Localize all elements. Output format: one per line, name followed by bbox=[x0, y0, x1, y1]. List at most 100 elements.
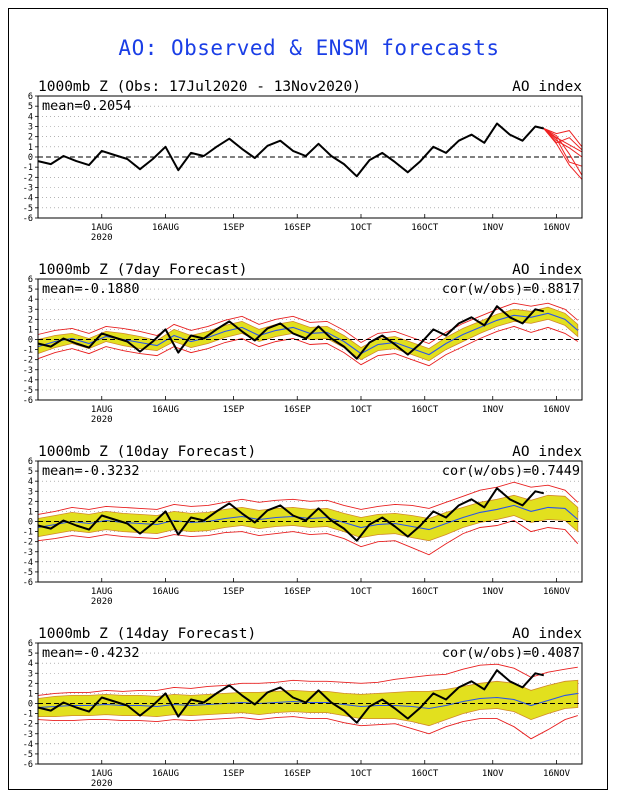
y-tick-label: -3 bbox=[23, 548, 33, 558]
x-tick-label: 16OCT bbox=[411, 587, 439, 597]
y-tick-label: 3 bbox=[28, 305, 33, 315]
x-tick-label: 1NOV bbox=[482, 587, 504, 597]
mean-label: mean=0.2054 bbox=[42, 98, 131, 114]
y-tick-label: -6 bbox=[23, 578, 33, 588]
x-tick-label: 16AUG bbox=[152, 587, 179, 597]
panel-title: 1000mb Z (14day Forecast) bbox=[38, 626, 256, 642]
y-tick-label: -4 bbox=[23, 740, 33, 750]
forecast-member-line bbox=[543, 128, 583, 148]
x-tick-label: 16SEP bbox=[284, 405, 312, 415]
y-tick-label: 0 bbox=[28, 336, 33, 346]
y-tick-label: -4 bbox=[23, 376, 33, 386]
y-tick-label: 6 bbox=[28, 639, 33, 649]
y-tick-label: 5 bbox=[28, 649, 33, 659]
x-tick-label: 16SEP bbox=[284, 587, 312, 597]
y-tick-label: -3 bbox=[23, 184, 33, 194]
chart-panel-3: 1000mb Z (10day Forecast) AO index 6543210… bbox=[23, 444, 583, 607]
y-tick-label: -6 bbox=[23, 396, 33, 406]
y-tick-label: -5 bbox=[23, 386, 33, 396]
ensemble-spread-band bbox=[37, 306, 579, 362]
y-tick-label: 4 bbox=[28, 659, 33, 669]
correlation-label: cor(w/obs)=0.4087 bbox=[442, 645, 580, 661]
y-tick-label: 1 bbox=[28, 507, 33, 517]
x-tick-sublabel: 2020 bbox=[91, 597, 113, 607]
ensemble-envelope-upper bbox=[37, 302, 579, 344]
x-tick-label: 1AUG bbox=[91, 405, 113, 415]
x-tick-sublabel: 2020 bbox=[91, 415, 113, 425]
y-tick-label: 5 bbox=[28, 102, 33, 112]
ensemble-envelope-upper bbox=[37, 481, 579, 515]
observed-line bbox=[37, 305, 545, 360]
panel-index-label: AO index bbox=[512, 79, 582, 95]
x-tick-label: 16AUG bbox=[152, 223, 179, 233]
forecast-member-line bbox=[543, 128, 583, 158]
x-tick-label: 16NOV bbox=[543, 587, 571, 597]
x-tick-label: 16OCT bbox=[411, 223, 439, 233]
y-tick-label: 4 bbox=[28, 477, 33, 487]
y-tick-label: 1 bbox=[28, 325, 33, 335]
panel-title: 1000mb Z (Obs: 17Jul2020 - 13Nov2020) bbox=[38, 79, 361, 95]
y-tick-label: 6 bbox=[28, 275, 33, 285]
correlation-label: cor(w/obs)=0.7449 bbox=[442, 463, 580, 479]
x-tick-label: 16SEP bbox=[284, 769, 312, 779]
y-tick-label: 3 bbox=[28, 487, 33, 497]
correlation-label: cor(w/obs)=0.8817 bbox=[442, 281, 580, 297]
y-tick-label: -1 bbox=[23, 710, 33, 720]
y-tick-label: -4 bbox=[23, 194, 33, 204]
x-tick-label: 1SEP bbox=[223, 223, 245, 233]
x-tick-label: 16NOV bbox=[543, 769, 571, 779]
x-tick-label: 1NOV bbox=[482, 405, 504, 415]
y-tick-label: -1 bbox=[23, 163, 33, 173]
panel-title: 1000mb Z (7day Forecast) bbox=[38, 262, 248, 278]
forecast-member-line bbox=[543, 128, 583, 180]
y-tick-label: -4 bbox=[23, 558, 33, 568]
x-tick-label: 16AUG bbox=[152, 769, 179, 779]
y-tick-label: 2 bbox=[28, 315, 33, 325]
mean-label: mean=-0.4232 bbox=[42, 645, 140, 661]
x-tick-sublabel: 2020 bbox=[91, 233, 113, 243]
y-tick-label: -2 bbox=[23, 538, 33, 548]
panel-index-label: AO index bbox=[512, 444, 582, 460]
x-tick-label: 1AUG bbox=[91, 587, 113, 597]
panel-title: 1000mb Z (10day Forecast) bbox=[38, 444, 256, 460]
x-tick-label: 1NOV bbox=[482, 769, 504, 779]
main-title: AO: Observed & ENSM forecasts bbox=[118, 36, 500, 60]
chart-panel-1: 1000mb Z (Obs: 17Jul2020 - 13Nov2020) AO … bbox=[23, 79, 583, 243]
x-tick-label: 1SEP bbox=[223, 587, 245, 597]
y-tick-label: 4 bbox=[28, 295, 33, 305]
x-tick-label: 16AUG bbox=[152, 405, 179, 415]
y-tick-label: -2 bbox=[23, 173, 33, 183]
chart-panel-2: 1000mb Z (7day Forecast) AO index6543210-… bbox=[23, 262, 583, 425]
mean-label: mean=-0.3232 bbox=[42, 463, 140, 479]
mean-label: mean=-0.1880 bbox=[42, 281, 140, 297]
y-tick-label: 0 bbox=[28, 153, 33, 163]
ensemble-envelope-upper bbox=[37, 663, 578, 696]
y-tick-label: -5 bbox=[23, 750, 33, 760]
forecast-member-line bbox=[543, 128, 583, 151]
y-tick-label: -5 bbox=[23, 568, 33, 578]
x-tick-label: 16SEP bbox=[284, 223, 312, 233]
y-tick-label: 2 bbox=[28, 679, 33, 689]
y-tick-label: -6 bbox=[23, 760, 33, 770]
y-tick-label: -3 bbox=[23, 730, 33, 740]
y-tick-label: 3 bbox=[28, 669, 33, 679]
observed-line bbox=[37, 122, 545, 178]
y-tick-label: -3 bbox=[23, 366, 33, 376]
x-tick-label: 1SEP bbox=[223, 769, 245, 779]
panel-index-label: AO index bbox=[512, 262, 582, 278]
x-tick-label: 1OCT bbox=[350, 587, 372, 597]
y-tick-label: 0 bbox=[28, 518, 33, 528]
y-tick-label: 0 bbox=[28, 700, 33, 710]
x-tick-label: 1NOV bbox=[482, 223, 504, 233]
x-tick-label: 16OCT bbox=[411, 769, 439, 779]
x-tick-label: 1AUG bbox=[91, 769, 113, 779]
ensemble-envelope-lower bbox=[37, 325, 579, 367]
y-tick-label: 3 bbox=[28, 123, 33, 133]
ensemble-envelope-lower bbox=[37, 520, 579, 556]
y-tick-label: 6 bbox=[28, 457, 33, 467]
x-tick-sublabel: 2020 bbox=[91, 779, 113, 789]
ensemble-mean-line bbox=[37, 504, 579, 531]
figure-frame bbox=[8, 8, 608, 790]
ensemble-envelope-lower bbox=[37, 715, 578, 740]
